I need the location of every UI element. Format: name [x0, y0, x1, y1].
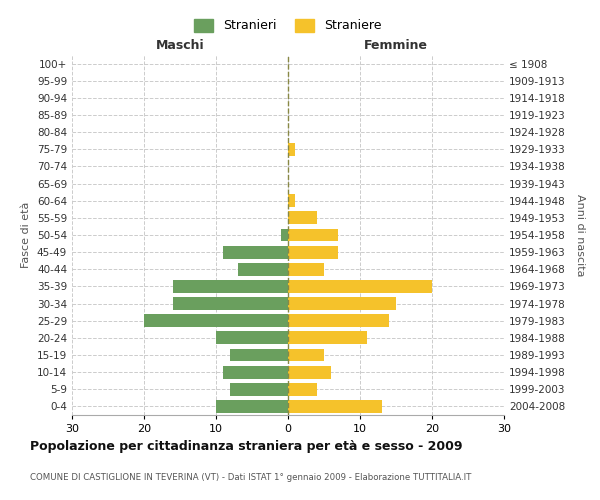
Bar: [288, 246, 338, 258]
Text: COMUNE DI CASTIGLIONE IN TEVERINA (VT) - Dati ISTAT 1° gennaio 2009 - Elaborazio: COMUNE DI CASTIGLIONE IN TEVERINA (VT) -…: [30, 473, 472, 482]
Bar: [288, 263, 324, 276]
Bar: [288, 383, 317, 396]
Bar: [144, 314, 288, 327]
Bar: [288, 332, 367, 344]
Bar: [223, 246, 288, 258]
Bar: [223, 366, 288, 378]
Bar: [288, 366, 331, 378]
Bar: [216, 400, 288, 413]
Bar: [288, 400, 382, 413]
Text: Popolazione per cittadinanza straniera per età e sesso - 2009: Popolazione per cittadinanza straniera p…: [30, 440, 463, 453]
Bar: [216, 332, 288, 344]
Bar: [288, 228, 338, 241]
Bar: [288, 297, 396, 310]
Bar: [288, 212, 317, 224]
Bar: [173, 280, 288, 293]
Bar: [281, 228, 288, 241]
Bar: [230, 348, 288, 362]
Bar: [288, 280, 432, 293]
Bar: [288, 314, 389, 327]
Bar: [288, 143, 295, 156]
Bar: [173, 297, 288, 310]
Text: Maschi: Maschi: [155, 38, 205, 52]
Bar: [238, 263, 288, 276]
Text: Femmine: Femmine: [364, 38, 428, 52]
Bar: [288, 348, 324, 362]
Legend: Stranieri, Straniere: Stranieri, Straniere: [190, 14, 386, 38]
Bar: [230, 383, 288, 396]
Y-axis label: Fasce di età: Fasce di età: [22, 202, 31, 268]
Y-axis label: Anni di nascita: Anni di nascita: [575, 194, 585, 276]
Bar: [288, 194, 295, 207]
